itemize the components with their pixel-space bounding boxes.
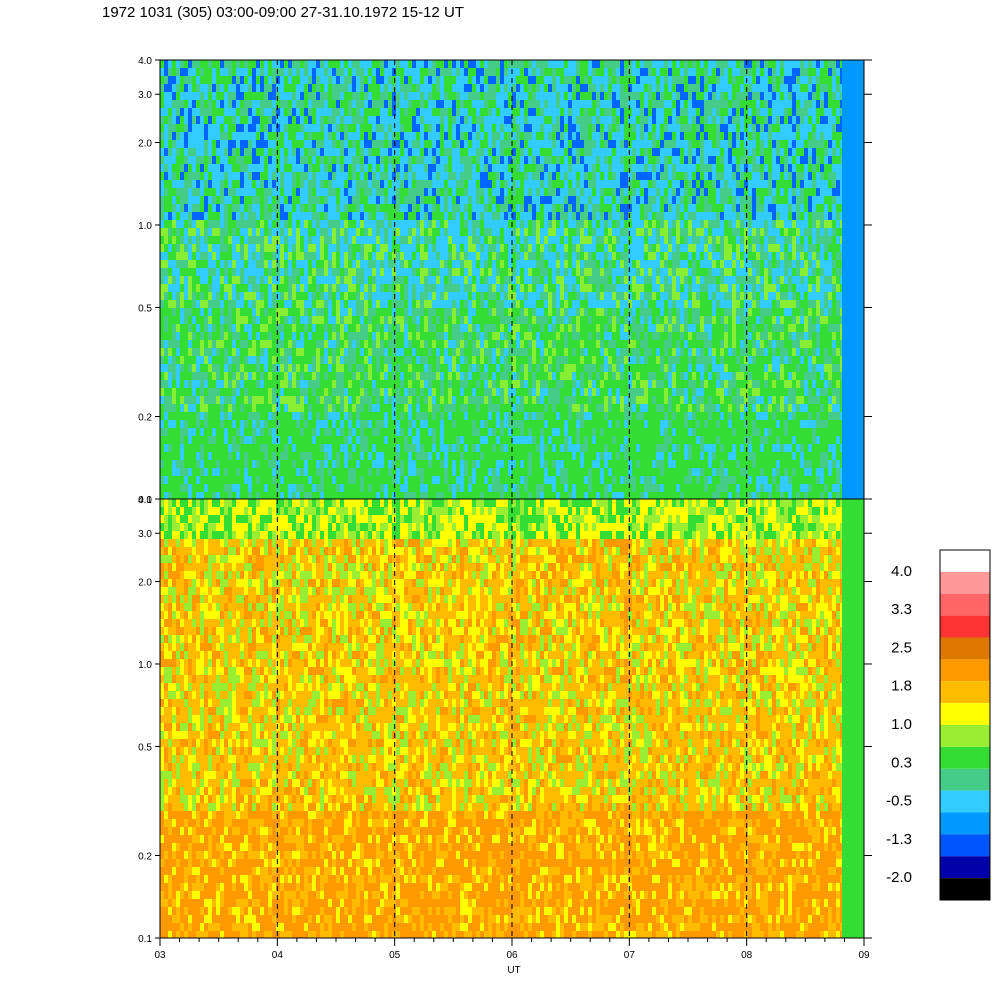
panel-lower-y-tick-label: 3.0 [138, 529, 152, 540]
panel-lower-y-tick-label: 0.2 [138, 852, 152, 863]
colorbar-segment [940, 834, 990, 857]
panel-upper-edge-strip [842, 60, 864, 499]
colorbar-segment [940, 790, 990, 813]
panel-upper-y-tick-label: 1.0 [138, 221, 152, 232]
colorbar-segment [940, 550, 990, 572]
colorbar-label: -2.0 [886, 869, 912, 886]
panel-upper-heatmap [160, 60, 864, 499]
x-tick-label: 06 [506, 950, 518, 961]
x-tick-label: 05 [389, 950, 401, 961]
x-tick-label: 07 [624, 950, 636, 961]
colorbar-segment [940, 856, 990, 879]
x-tick-label: 09 [858, 950, 870, 961]
panel-lower-y-tick-label: 1.0 [138, 660, 152, 671]
panel-upper-y-tick-label: 4.0 [138, 56, 152, 67]
colorbar-label: -0.5 [886, 793, 912, 810]
colorbar-segment [940, 768, 990, 791]
colorbar-segment [940, 878, 990, 900]
chart-title: 1972 1031 (305) 03:00-09:00 27-31.10.197… [102, 4, 464, 21]
colorbar-label: 1.0 [891, 716, 912, 733]
colorbar-frame [939, 549, 991, 901]
x-axis-label: UT [507, 965, 520, 976]
colorbar-label: 4.0 [891, 563, 912, 580]
panel-lower-edge-strip [842, 499, 864, 938]
panel-lower-y-tick-label: 2.0 [138, 577, 152, 588]
x-tick-label: 03 [154, 950, 166, 961]
panel-upper-y-tick-label: 0.1 [138, 495, 152, 506]
colorbar-segment [940, 593, 990, 616]
panel-upper-y-tick-label: 2.0 [138, 138, 152, 149]
x-tick-label: 04 [272, 950, 284, 961]
colorbar-segment [940, 659, 990, 682]
colorbar-segment [940, 615, 990, 638]
panel-upper-y-tick-label: 0.2 [138, 413, 152, 424]
colorbar-segment [940, 571, 990, 594]
colorbar-label: -1.3 [886, 831, 912, 848]
colorbar-label: 2.5 [891, 639, 912, 656]
colorbar-label: 0.3 [891, 754, 912, 771]
colorbar-segment [940, 812, 990, 835]
colorbar-segment [940, 703, 990, 725]
colorbar-segment [940, 681, 990, 704]
colorbar-segment [940, 725, 990, 747]
panel-lower-y-tick-label: 0.1 [138, 934, 152, 945]
colorbar-label: 1.8 [891, 678, 912, 695]
colorbar-segment [940, 746, 990, 769]
colorbar-segment [940, 637, 990, 660]
panel-upper-y-tick-label: 0.5 [138, 303, 152, 314]
x-tick-label: 08 [741, 950, 753, 961]
panel-lower-y-tick-label: 4.0 [138, 495, 152, 506]
panel-lower-y-tick-label: 0.5 [138, 742, 152, 753]
panel-upper-y-tick-label: 3.0 [138, 90, 152, 101]
colorbar-label: 3.3 [891, 601, 912, 618]
